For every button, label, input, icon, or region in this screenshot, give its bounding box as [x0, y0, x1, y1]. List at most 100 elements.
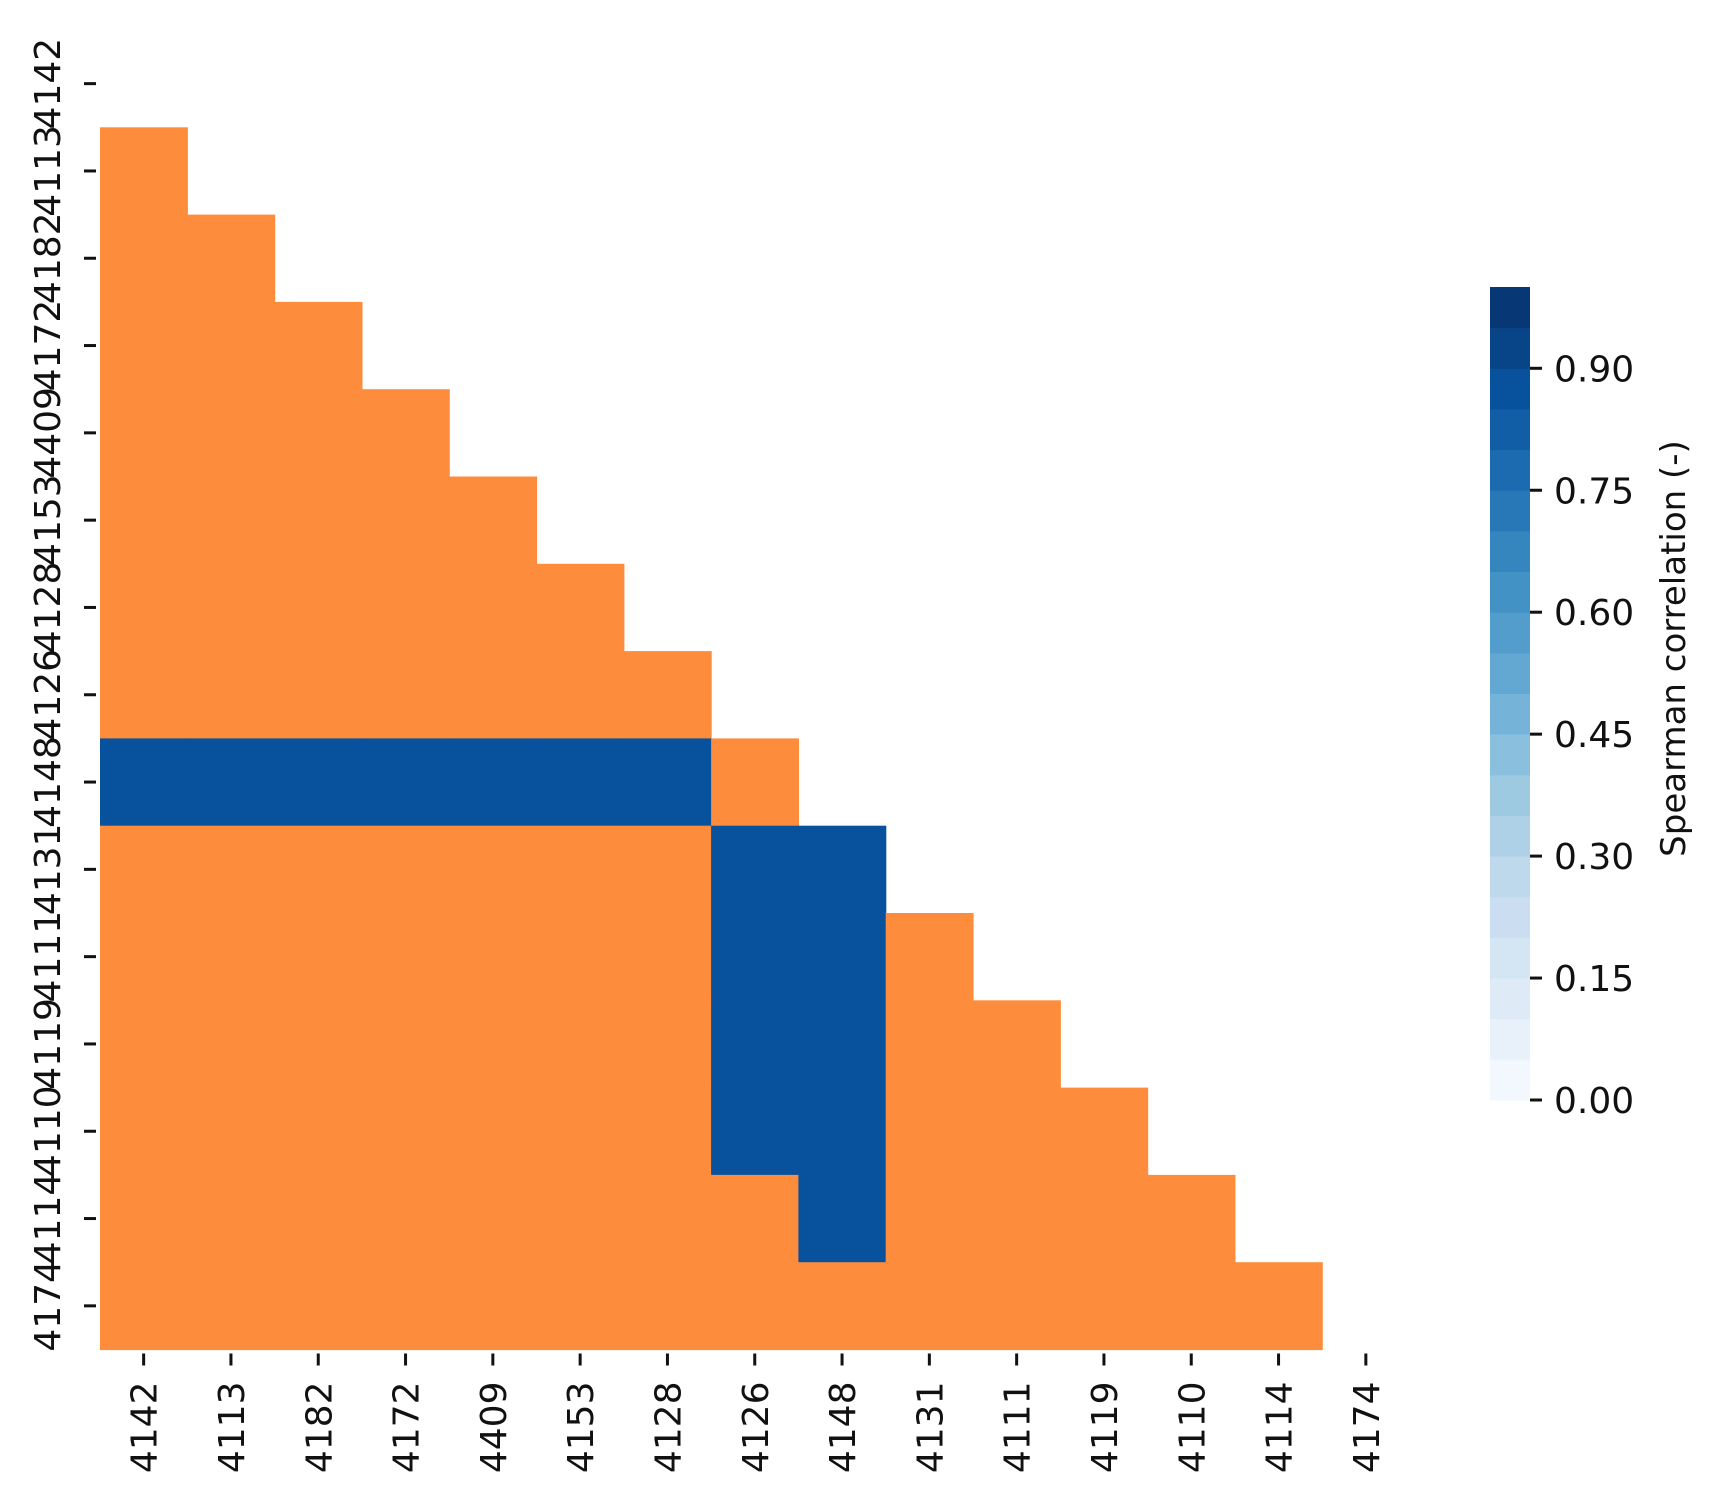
y-tick-label: 4131 — [28, 824, 69, 916]
heatmap-cell — [187, 738, 276, 827]
x-tick-label: 4114 — [1260, 1382, 1301, 1474]
heatmap-cell — [536, 651, 625, 739]
colorbar-segment — [1490, 815, 1530, 857]
heatmap-cell — [100, 127, 188, 216]
heatmap-cell — [274, 913, 363, 1001]
heatmap-cell — [100, 301, 188, 390]
heatmap-cell — [274, 476, 363, 565]
colorbar-segment — [1490, 978, 1530, 1020]
heatmap-cell — [449, 563, 538, 652]
heatmap-cell — [361, 563, 450, 652]
colorbar-tick-label: 0.00 — [1554, 1081, 1634, 1122]
x-tick-label: 4110 — [1172, 1382, 1213, 1474]
heatmap-cell — [187, 1000, 276, 1089]
heatmap-cell — [1060, 1174, 1149, 1263]
colorbar-segment — [1490, 490, 1530, 532]
heatmap-cell — [187, 476, 276, 565]
y-tick-label: 4409 — [28, 387, 69, 479]
x-tick-label: 4126 — [736, 1382, 777, 1474]
heatmap-cell — [361, 913, 450, 1001]
colorbar-segment — [1490, 734, 1530, 776]
heatmap-cell — [187, 1087, 276, 1176]
heatmap-cell — [798, 1000, 887, 1089]
x-tick-label: 4174 — [1347, 1382, 1388, 1474]
colorbar-segment — [1490, 530, 1530, 573]
heatmap-cell — [361, 1087, 450, 1176]
heatmap-cells — [100, 127, 1323, 1351]
heatmap-cell — [100, 1174, 188, 1263]
heatmap-cell — [711, 1174, 799, 1263]
colorbar-segment — [1490, 937, 1530, 979]
x-tick-label: 4148 — [823, 1382, 864, 1474]
heatmap-cell — [100, 214, 188, 303]
heatmap-cell — [798, 1087, 887, 1176]
colorbar-tick-label: 0.15 — [1554, 959, 1634, 1000]
colorbar-segment — [1490, 652, 1530, 694]
heatmap-cell — [187, 651, 276, 739]
y-tick-label: 4172 — [28, 300, 69, 392]
colorbar-segment — [1490, 571, 1530, 613]
heatmap-cell — [711, 738, 799, 827]
heatmap-cell — [711, 825, 799, 914]
y-tick-label: 4142 — [28, 38, 69, 130]
y-tick-label: 4111 — [28, 911, 69, 1003]
colorbar-segment — [1490, 612, 1530, 654]
heatmap-cell — [798, 913, 887, 1001]
heatmap-cell — [274, 301, 363, 390]
y-tick-label: 4128 — [28, 562, 69, 654]
heatmap-cell — [449, 476, 538, 565]
y-tick-label: 4114 — [28, 1173, 69, 1265]
x-tick-label: 4409 — [474, 1382, 515, 1474]
heatmap-cell — [449, 651, 538, 739]
colorbar-segment — [1490, 408, 1530, 451]
heatmap-cell — [973, 1174, 1061, 1263]
heatmap-cell — [274, 1174, 363, 1263]
heatmap-cell — [274, 651, 363, 739]
colorbar-segment — [1490, 693, 1530, 735]
heatmap-cell — [274, 1262, 363, 1351]
heatmap-cell — [885, 1000, 974, 1089]
heatmap-cell — [361, 1262, 450, 1351]
x-tick-label: 4113 — [212, 1382, 253, 1474]
heatmap-cell — [100, 476, 188, 565]
heatmap-cell — [449, 913, 538, 1001]
heatmap-cell — [100, 389, 188, 478]
heatmap-cell — [274, 738, 363, 827]
heatmap-cell — [1060, 1262, 1149, 1351]
heatmap-cell — [100, 1262, 188, 1351]
heatmap-cell — [1147, 1262, 1236, 1351]
heatmap-cell — [623, 738, 712, 827]
heatmap-cell — [274, 1000, 363, 1089]
heatmap-cell — [798, 1262, 887, 1351]
y-tick-label: 4110 — [28, 1085, 69, 1177]
colorbar-tick-label: 0.30 — [1554, 837, 1634, 878]
heatmap-cell — [187, 301, 276, 390]
heatmap-cell — [623, 825, 712, 914]
heatmap-cell — [274, 389, 363, 478]
heatmap-cell — [1060, 1087, 1149, 1176]
x-tick-label: 4172 — [387, 1382, 428, 1474]
heatmap-cell — [1147, 1174, 1236, 1263]
heatmap-cell — [361, 1000, 450, 1089]
heatmap-cell — [885, 913, 974, 1001]
heatmap-cell — [361, 389, 450, 478]
heatmap-cell — [973, 1262, 1061, 1351]
heatmap-cell — [187, 825, 276, 914]
heatmap-cell — [361, 825, 450, 914]
heatmap-cell — [973, 1000, 1061, 1089]
x-tick-label: 4131 — [910, 1382, 951, 1474]
heatmap-cell — [623, 651, 712, 739]
heatmap-cell — [536, 738, 625, 827]
x-tick-label: 4119 — [1085, 1382, 1126, 1474]
heatmap-cell — [100, 651, 188, 739]
x-tick-label: 4142 — [125, 1382, 166, 1474]
heatmap-cell — [449, 825, 538, 914]
heatmap-cell — [536, 913, 625, 1001]
heatmap-cell — [536, 563, 625, 652]
heatmap-cell — [449, 1087, 538, 1176]
heatmap-cell — [361, 1174, 450, 1263]
colorbar-tick-label: 0.90 — [1554, 349, 1634, 390]
heatmap-cell — [100, 738, 188, 827]
heatmap-cell — [711, 1087, 799, 1176]
